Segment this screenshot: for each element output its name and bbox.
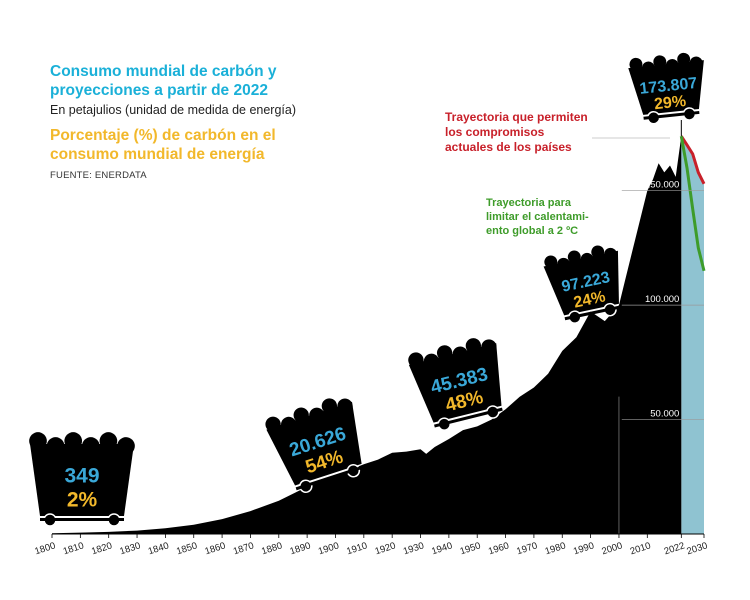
commitments-annotation: Trayectoria que permiten los compromisos… <box>445 110 588 154</box>
y-tick-label: 50.000 <box>650 409 679 420</box>
x-tick-label: 1810 <box>62 540 86 557</box>
x-tick-label: 1930 <box>402 540 426 557</box>
cart-axle <box>643 110 700 120</box>
x-tick-label: 2000 <box>600 540 624 557</box>
chart-title: Consumo mundial de carbón y proyecciones… <box>50 63 277 99</box>
callout-percent-1990: 24% <box>572 288 607 311</box>
cart-axle <box>564 305 621 321</box>
x-tick-label: 2022 <box>663 540 687 557</box>
x-tick-label: 2010 <box>629 540 653 557</box>
y-tick-label: 150.000 <box>645 180 679 191</box>
two-degrees-annotation: Trayectoria para limitar el calentami-en… <box>486 197 589 237</box>
x-tick-label: 1980 <box>544 540 568 557</box>
cart-body-icon <box>30 444 134 516</box>
chart-subtitle: En petajulios (unidad de medida de energ… <box>50 103 297 117</box>
x-tick-label: 1830 <box>118 540 142 557</box>
callout-value-1800: 349 <box>64 464 99 487</box>
x-tick-label: 1890 <box>289 540 313 557</box>
x-tick-label: 1960 <box>487 540 511 557</box>
cart-axle <box>295 465 364 491</box>
callout-value-2022: 173.807 <box>639 75 698 98</box>
projection-band <box>681 136 704 534</box>
x-tick-label: 1820 <box>90 540 114 557</box>
cart-body-icon <box>266 401 362 486</box>
x-tick-label: 1840 <box>147 540 171 557</box>
projection-line-commitments <box>680 135 706 185</box>
cart-body-icon <box>408 343 502 423</box>
x-tick-label: 1990 <box>572 540 596 557</box>
cart-body-icon <box>543 250 619 316</box>
consumption-area <box>52 136 682 534</box>
x-tick-label: 1920 <box>374 540 398 557</box>
x-tick-label: 1970 <box>515 540 539 557</box>
x-tick-label: 1800 <box>33 540 57 557</box>
chart-title-percentage: Porcentaje (%) de carbón en el consumo m… <box>50 127 276 163</box>
x-tick-label: 2030 <box>685 540 709 557</box>
x-tick-label: 1870 <box>232 540 256 557</box>
callout-percent-2022: 29% <box>653 93 687 113</box>
x-tick-label: 1950 <box>459 540 483 557</box>
cart-body-icon <box>628 60 704 115</box>
x-tick-label: 1860 <box>204 540 228 557</box>
projection-line-two-degrees <box>679 135 706 272</box>
x-tick-label: 1940 <box>430 540 454 557</box>
x-tick-label: 1880 <box>260 540 284 557</box>
x-tick-label: 1910 <box>345 540 369 557</box>
cart-axle <box>40 518 124 521</box>
x-tick-label: 1850 <box>175 540 199 557</box>
y-tick-label: 100.000 <box>645 294 679 305</box>
chart-source: FUENTE: ENERDATA <box>50 170 147 181</box>
x-tick-label: 1900 <box>317 540 341 557</box>
cart-axle <box>434 407 503 428</box>
callout-percent-1800: 2% <box>67 488 98 511</box>
